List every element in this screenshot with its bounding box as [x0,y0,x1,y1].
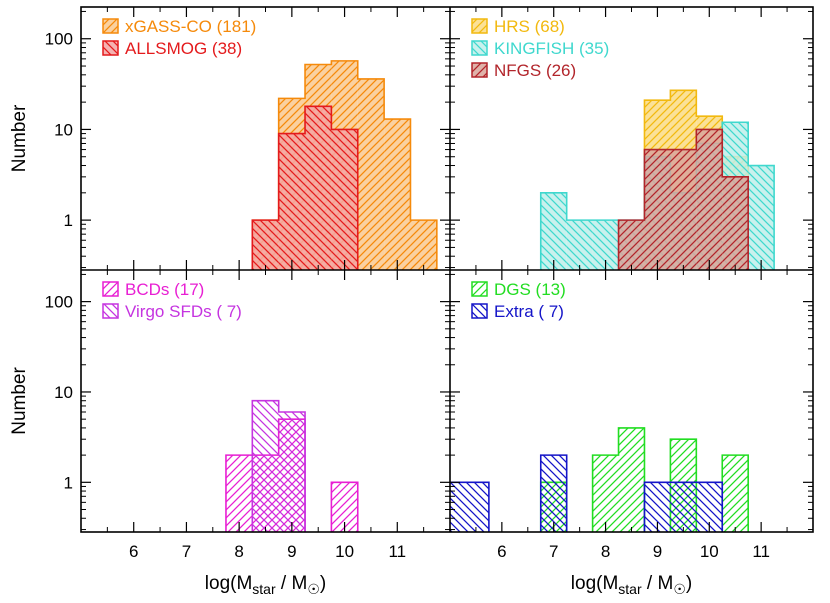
histogram-bar [225,455,253,532]
histogram-outline [617,128,749,270]
legend-swatch [471,62,488,78]
histogram-bar [305,106,332,270]
legend-swatch [471,303,488,319]
histogram-bar [540,192,567,270]
histogram-bar [566,220,593,270]
histogram-bar [722,455,749,532]
legend-swatch [471,18,488,34]
x-tick-label: 11 [752,542,770,561]
histogram-bar [696,129,723,270]
x-tick-label: 8 [234,542,243,561]
ticks-top-right [450,7,813,270]
histogram-bar [331,129,358,270]
series-virgo-sfds-7- [251,399,306,532]
ticks-top-left [81,7,450,270]
legend-item: HRS (68) [471,17,565,36]
panel-bottom-right [450,427,749,532]
panel-top-left [251,60,438,270]
legend-swatch [102,303,119,319]
x-axis-label: log(Mstar / M☉) [571,573,692,597]
x-tick-label: 11 [388,542,406,561]
histogram-bar [384,119,411,270]
y-tick-label: 100 [45,30,73,49]
y-axis-label: Number [9,104,30,172]
panel-bottom-left [225,399,359,532]
legend-label: DGS (13) [494,280,566,299]
x-tick-label: 6 [129,542,138,561]
x-tick-label: 8 [601,542,610,561]
series-nfgs-26- [617,128,749,270]
legend-item: DGS (13) [471,280,566,299]
histogram-bar [410,220,437,270]
x-tick-label: 10 [700,542,719,561]
histogram-bar [670,482,697,532]
histogram-bar [278,412,306,532]
histogram-bar [618,220,645,270]
legend-label: ALLSMOG (38) [125,39,242,58]
x-tick-label: 10 [335,542,354,561]
legend-item: Extra ( 7) [471,302,564,321]
legend-swatch [102,281,119,297]
x-axis-label: log(Mstar / M☉) [205,573,326,597]
histogram-bar [748,165,775,270]
legend-item: xGASS-CO (181) [102,17,256,36]
histogram-bar [357,78,385,270]
legend-label: Virgo SFDs ( 7) [125,302,242,321]
legend-label: NFGS (26) [494,61,576,80]
legend-swatch [471,40,488,56]
legend-label: KINGFISH (35) [494,39,609,58]
histogram-bar [252,400,279,532]
histogram-bar [450,482,489,532]
histogram-bar [670,149,697,270]
y-tick-label: 10 [54,383,73,402]
histogram-bar [540,455,567,532]
legend-label: xGASS-CO (181) [125,17,256,36]
histogram-bar [252,220,279,270]
y-tick-label: 1 [64,473,73,492]
histogram-outline [450,454,724,532]
legend-item: KINGFISH (35) [471,39,609,58]
series-extra-7- [450,454,724,532]
legend-item: ALLSMOG (38) [102,39,242,58]
x-tick-label: 9 [287,542,296,561]
histogram-bar [592,455,619,532]
legend-swatch [102,40,119,56]
y-axis-label: Number [9,367,30,435]
y-tick-label: 10 [54,120,73,139]
x-tick-label: 6 [497,542,506,561]
histogram-bar [644,149,671,270]
legend-swatch [471,281,488,297]
x-tick-label: 7 [549,542,558,561]
x-tick-label: 9 [653,542,662,561]
legend-item: Virgo SFDs ( 7) [102,302,242,321]
histogram-bar [722,176,749,270]
ticks-bottom-left [81,270,450,532]
y-tick-label: 1 [64,211,73,230]
x-tick-label: 7 [182,542,191,561]
histogram-bar [618,427,645,532]
histogram-bar [278,133,306,270]
legend-label: Extra ( 7) [494,302,564,321]
panel-top-right [539,89,775,270]
histogram-outline [251,105,359,270]
series-allsmog-38- [251,105,359,270]
legend-item: BCDs (17) [102,280,204,299]
legend-item: NFGS (26) [471,61,576,80]
ticks-bottom-right [450,270,813,532]
histogram-outline [251,399,306,532]
legend-swatch [102,18,119,34]
legend-label: HRS (68) [494,17,565,36]
legend-label: BCDs (17) [125,280,204,299]
y-tick-label: 100 [45,293,73,312]
